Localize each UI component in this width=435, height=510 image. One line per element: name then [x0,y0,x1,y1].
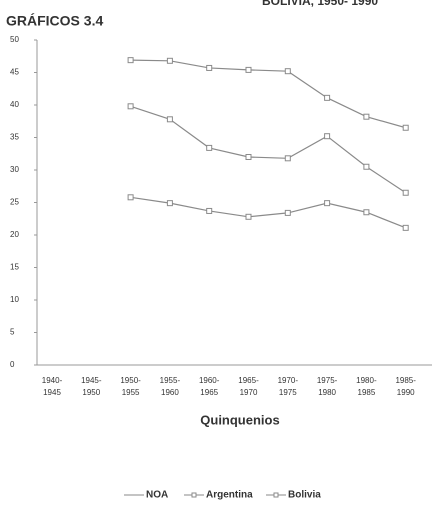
x-tick-label: 1975 [279,388,297,397]
legend-marker [273,492,279,498]
x-axis-label: Quinquenios [200,412,279,427]
point [166,116,173,123]
x-tick-label: 1950 [82,388,100,397]
x-tick-label: 1960- [199,376,220,385]
point [284,209,291,216]
chart-subtitle: BOLIVIA, 1950- 1990 [262,0,378,8]
x-tick-label: 1955- [160,376,181,385]
y-tick-label: 45 [10,68,19,77]
legend-marker [191,492,197,498]
point [402,224,409,231]
series-line [130,196,406,229]
x-tick-label: 1955 [122,388,140,397]
x-tick-label: 1990 [397,388,415,397]
point [402,189,409,196]
point [127,57,134,64]
y-tick-label: 15 [10,263,19,272]
legend-label: NOA [146,490,168,501]
point [245,213,252,220]
x-tick-label: 1970 [240,388,258,397]
x-tick-label: 1945 [43,388,61,397]
point [284,68,291,75]
y-tick-label: 20 [10,230,19,239]
x-tick-label: 1985- [395,376,416,385]
point [324,133,331,140]
x-tick-label: 1975- [317,376,338,385]
x-tick-label: 1970- [278,376,299,385]
point [363,209,370,216]
x-tick-label: 1980- [356,376,377,385]
x-tick-label: 1985 [358,388,376,397]
x-tick-label: 1980 [318,388,336,397]
x-tick-label: 1960 [161,388,179,397]
point [166,57,173,64]
series-line [130,105,407,194]
chart-title: GRÁFICOS 3.4 [6,13,103,29]
point [206,207,213,214]
y-tick-label: 40 [10,100,19,109]
point [206,64,213,71]
x-tick-label: 1965- [238,376,259,385]
x-tick-label: 1965 [200,388,218,397]
legend-label: Argentina [206,490,253,501]
x-tick-label: 1940- [42,376,63,385]
point [127,194,134,201]
series-line [130,59,406,129]
y-tick-label: 5 [10,328,15,337]
point [324,200,331,207]
y-tick-label: 0 [10,360,15,369]
y-tick-label: 25 [10,198,19,207]
legend-label: Bolivia [288,490,321,501]
point [363,163,370,170]
x-tick-label: 1950- [120,376,141,385]
y-tick-label: 35 [10,133,19,142]
point [245,154,252,160]
point [284,155,291,162]
y-tick-label: 10 [10,295,19,304]
point [324,94,331,101]
y-tick-label: 30 [10,165,19,174]
point [245,66,252,73]
point [363,113,370,120]
x-tick-label: 1945- [81,376,102,385]
point [166,200,173,207]
point [127,103,134,110]
point [206,144,213,151]
point [402,124,409,131]
y-tick-label: 50 [10,35,19,44]
